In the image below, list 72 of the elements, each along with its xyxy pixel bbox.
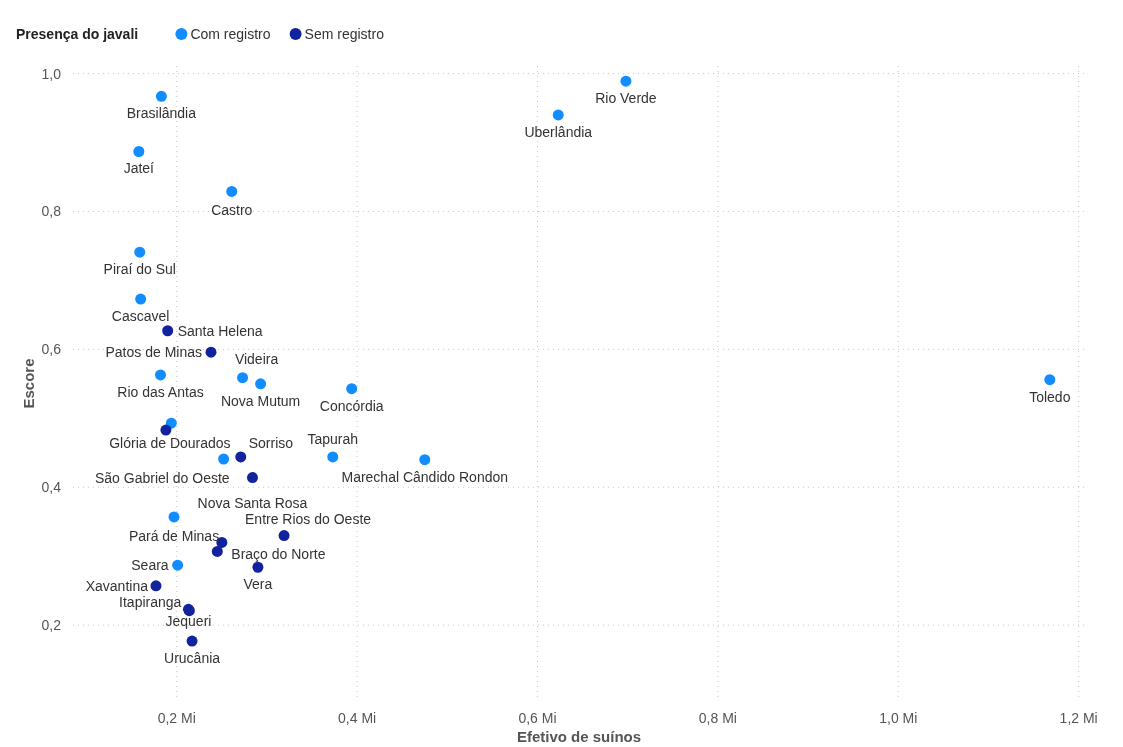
point bbox=[252, 561, 264, 573]
point bbox=[620, 75, 632, 87]
x-tick-label: 0,6 Mi bbox=[518, 710, 557, 726]
data-label: Cascavel bbox=[111, 308, 170, 325]
x-axis-title: Efetivo de suínos bbox=[516, 728, 642, 745]
x-tick-label: 1,2 Mi bbox=[1059, 710, 1098, 726]
x-tick-label: 1,0 Mi bbox=[879, 710, 918, 726]
point bbox=[255, 378, 267, 390]
data-label: Uberlândia bbox=[524, 123, 593, 140]
data-label: Sorriso bbox=[248, 434, 294, 451]
data-label: Braço do Norte bbox=[231, 546, 326, 563]
x-tick-label: 0,4 Mi bbox=[338, 710, 377, 726]
point bbox=[235, 451, 247, 463]
data-label: Patos de Minas bbox=[105, 344, 202, 361]
data-label: Urucânia bbox=[164, 650, 221, 667]
point bbox=[154, 369, 166, 381]
data-label: Brasilândia bbox=[126, 105, 197, 122]
point bbox=[172, 559, 184, 571]
y-tick-label: 1,0 bbox=[41, 65, 62, 82]
point bbox=[155, 90, 167, 102]
data-label: Marechal Cândido Rondon bbox=[341, 468, 509, 485]
point bbox=[246, 472, 258, 484]
point bbox=[346, 383, 358, 395]
legend-title: Presença do javali bbox=[16, 26, 139, 42]
point bbox=[150, 580, 162, 592]
data-label: Nova Santa Rosa bbox=[197, 494, 308, 511]
point bbox=[218, 453, 230, 465]
y-tick-label: 0,8 bbox=[41, 203, 62, 220]
data-label: Entre Rios do Oeste bbox=[245, 510, 372, 527]
y-tick-label: 0,2 bbox=[41, 617, 62, 634]
data-label: Piraí do Sul bbox=[103, 261, 176, 278]
y-tick-label: 0,6 bbox=[41, 341, 62, 358]
x-tick-label: 0,8 Mi bbox=[698, 710, 737, 726]
point bbox=[205, 346, 217, 358]
point bbox=[226, 185, 238, 197]
data-label: São Gabriel do Oeste bbox=[94, 470, 230, 486]
data-label: Santa Helena bbox=[177, 322, 263, 339]
point bbox=[134, 246, 146, 258]
data-label: Rio das Antas bbox=[117, 383, 204, 400]
legend-label: Com registro bbox=[190, 26, 271, 42]
point bbox=[211, 545, 223, 557]
point bbox=[327, 451, 339, 463]
data-label: Vera bbox=[243, 576, 273, 593]
point bbox=[552, 109, 564, 121]
point bbox=[237, 372, 249, 384]
point bbox=[419, 454, 431, 466]
data-label: Jequeri bbox=[165, 613, 212, 630]
legend-label: Sem registro bbox=[304, 26, 385, 42]
data-label: Jateí bbox=[123, 160, 155, 177]
data-label: Glória de Dourados bbox=[109, 435, 231, 452]
data-label: Pará de Minas bbox=[128, 527, 220, 544]
point bbox=[1044, 374, 1056, 386]
point bbox=[133, 145, 145, 157]
data-label: Itapiranga bbox=[119, 593, 182, 610]
data-label: Tapurah bbox=[307, 430, 359, 447]
y-tick-label: 0,4 bbox=[41, 479, 62, 496]
point bbox=[168, 511, 180, 523]
x-tick-label: 0,2 Mi bbox=[157, 710, 196, 726]
data-label: Castro bbox=[211, 202, 253, 219]
data-label: Videira bbox=[234, 350, 279, 367]
point bbox=[160, 424, 172, 436]
point bbox=[278, 530, 290, 542]
data-label: Concórdia bbox=[319, 397, 384, 414]
y-axis-title: Escore bbox=[20, 358, 37, 409]
data-label: Nova Mutum bbox=[220, 392, 301, 409]
point bbox=[186, 635, 198, 647]
data-label: Seara bbox=[131, 557, 169, 574]
point bbox=[135, 293, 147, 305]
point bbox=[162, 325, 174, 337]
data-label: Rio Verde bbox=[595, 90, 657, 107]
data-label: Xavantina bbox=[85, 577, 149, 594]
data-label: Toledo bbox=[1029, 388, 1071, 405]
